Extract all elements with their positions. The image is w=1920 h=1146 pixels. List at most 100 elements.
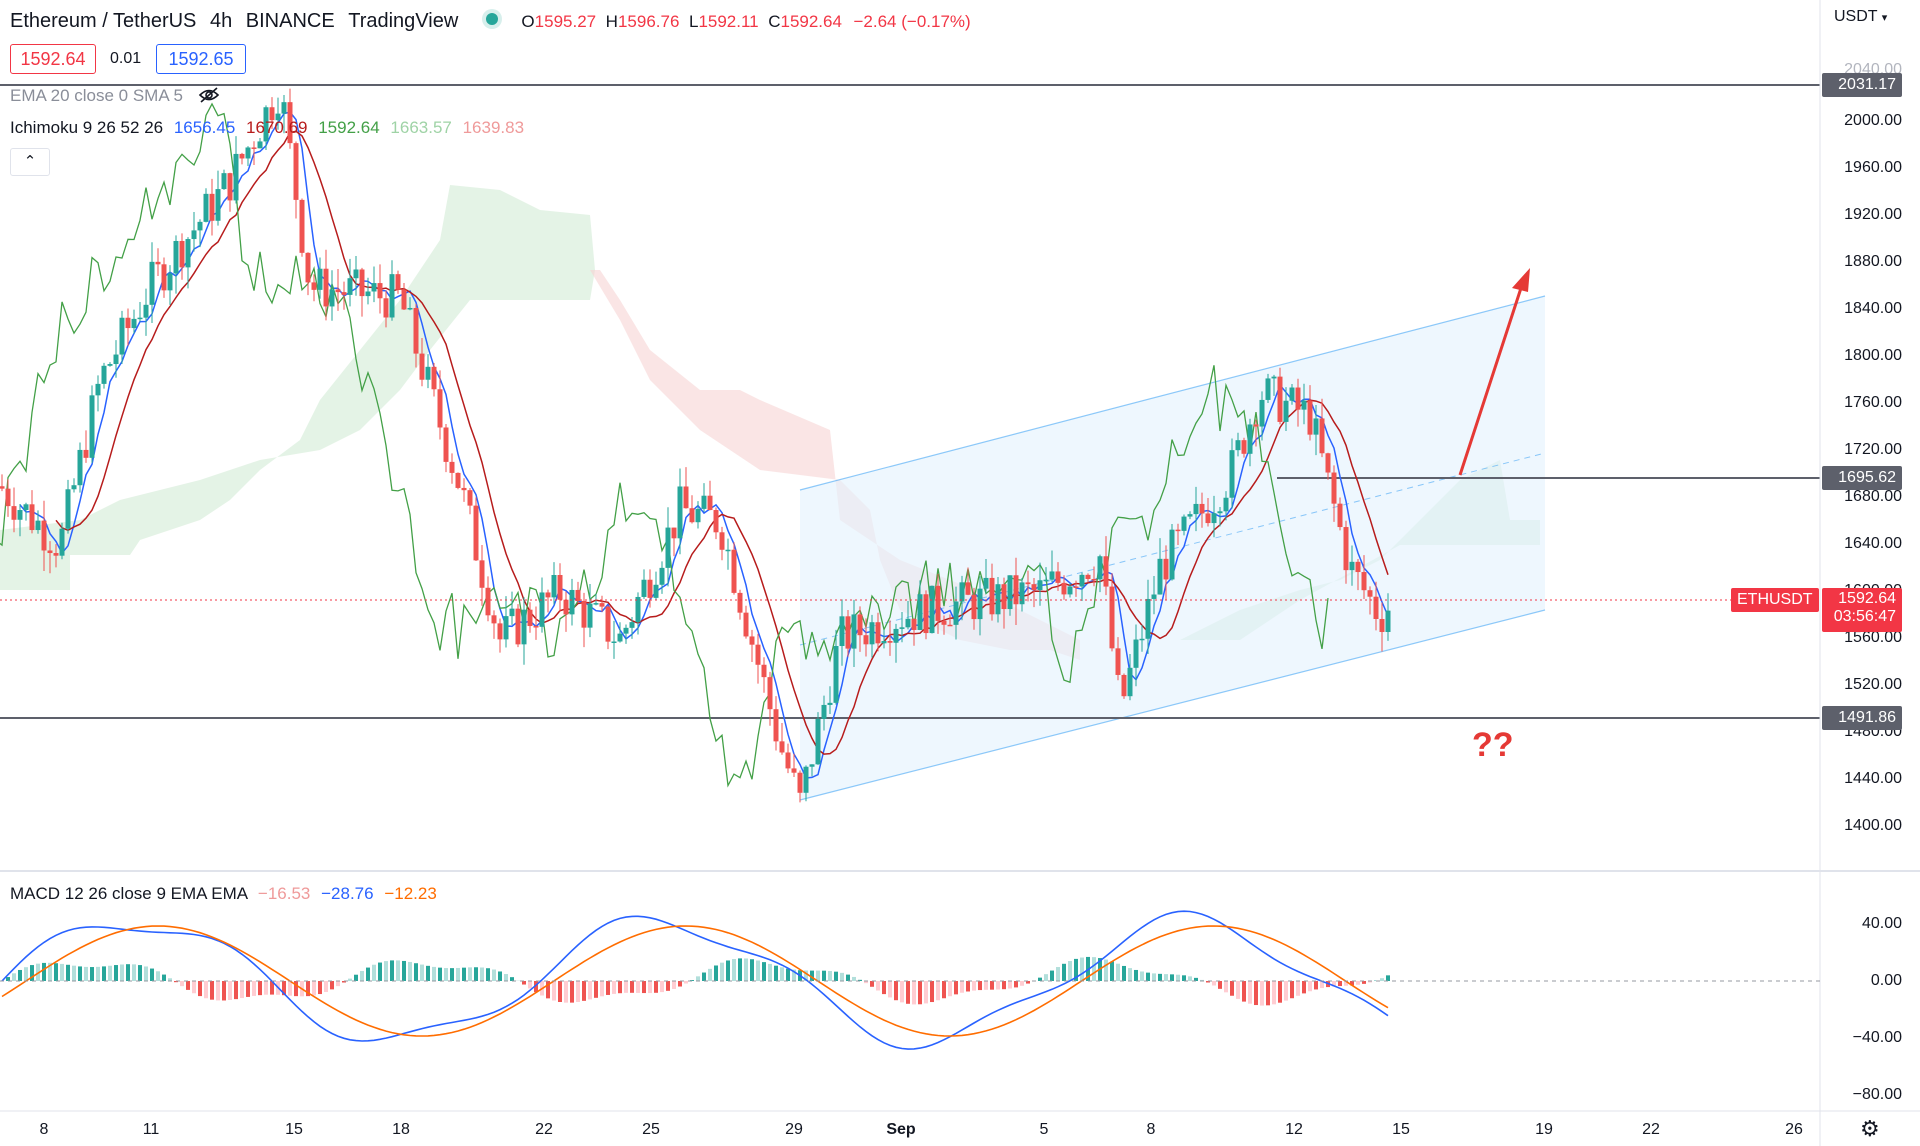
candle-body	[593, 603, 599, 605]
macd-histogram-bar	[138, 965, 142, 981]
candle	[191, 211, 197, 252]
candle-body	[1223, 497, 1229, 512]
macd-histogram-bar	[1050, 970, 1054, 981]
candle-body	[371, 283, 377, 292]
candle-body	[1091, 578, 1097, 581]
candle	[197, 219, 203, 248]
macd-histogram-bar	[642, 981, 646, 994]
level-tag-2031[interactable]: 2031.17	[1822, 73, 1902, 97]
candle	[1073, 580, 1079, 597]
macd-histogram-bar	[180, 981, 184, 987]
candle	[623, 624, 629, 644]
candle	[407, 297, 413, 311]
candle-body	[827, 702, 833, 705]
candle-body	[293, 143, 299, 200]
macd-histogram-bar	[402, 960, 406, 981]
symbol-title[interactable]: Ethereum / TetherUS	[10, 10, 197, 32]
candle	[635, 592, 641, 635]
candle	[65, 479, 71, 534]
candle-body	[1019, 582, 1025, 605]
macd-histogram-bar	[120, 964, 124, 981]
macd-histogram-bar	[1230, 981, 1234, 996]
level-tag-1695[interactable]: 1695.62	[1822, 466, 1902, 490]
macd-histogram-bar	[792, 969, 796, 981]
candle-body	[1337, 503, 1343, 528]
candle-body	[503, 616, 509, 640]
candle	[377, 264, 383, 314]
macd-legend[interactable]: MACD 12 26 close 9 EMA EMA −16.53 −28.76…	[10, 884, 437, 904]
channel-lower-line	[799, 609, 1546, 801]
macd-histogram-bar	[492, 969, 496, 981]
ema-legend[interactable]: EMA 20 close 0 SMA 5	[10, 86, 220, 108]
macd-histogram-bar	[384, 961, 388, 981]
candle	[401, 283, 407, 310]
ichimoku-legend[interactable]: Ichimoku 9 26 52 26 1656.45 1670.69 1592…	[10, 118, 524, 138]
macd-histogram-bar	[210, 981, 214, 1000]
macd-histogram-bar	[900, 981, 904, 1003]
settings-gear-icon[interactable]: ⚙	[1860, 1116, 1880, 1141]
time-tick: 26	[1785, 1121, 1803, 1138]
candle-body	[1097, 556, 1103, 580]
candle-body	[1157, 558, 1163, 595]
macd-histogram-bar	[1182, 975, 1186, 981]
sell-price-box[interactable]: 1592.64	[10, 44, 96, 74]
macd-histogram-bar	[1380, 978, 1384, 981]
candle-body	[1253, 424, 1259, 427]
macd-histogram-bar	[426, 965, 430, 981]
candle-body	[167, 273, 173, 291]
candle	[761, 657, 767, 693]
candle	[275, 97, 281, 130]
candle-body	[653, 584, 659, 598]
macd-histogram-bar	[396, 960, 400, 981]
collapse-legend-button[interactable]: ⌃	[10, 148, 50, 176]
candle	[473, 497, 479, 562]
candle-body	[485, 587, 491, 616]
candle-body	[251, 147, 257, 149]
macd-histogram-bar	[840, 972, 844, 981]
candle-body	[155, 261, 161, 265]
candle	[443, 424, 449, 473]
macd-histogram-bar	[192, 981, 196, 994]
candle	[509, 591, 515, 625]
currency-selector[interactable]: USDT ▾	[1834, 8, 1887, 26]
candle-body	[341, 292, 347, 295]
candle	[1241, 437, 1247, 458]
candle-body	[1277, 376, 1283, 422]
macd-histogram-bar	[504, 974, 508, 981]
candle	[299, 198, 305, 257]
candle	[455, 472, 461, 490]
candle	[1157, 538, 1163, 595]
macd-histogram-bar	[498, 971, 502, 981]
candle	[173, 235, 179, 294]
candle	[101, 362, 107, 389]
channel-mid-line	[799, 452, 1546, 646]
buy-price-box[interactable]: 1592.65	[156, 44, 246, 74]
candle	[11, 487, 17, 533]
level-tag-1491[interactable]: 1491.86	[1822, 706, 1902, 730]
candle-body	[557, 575, 563, 600]
macd-histogram-bar	[780, 967, 784, 981]
candle-body	[851, 614, 857, 649]
macd-histogram-bar	[216, 981, 220, 1001]
candle-body	[767, 677, 773, 710]
candle-body	[1079, 574, 1085, 587]
macd-histogram-bar	[876, 981, 880, 991]
hidden-eye-icon[interactable]	[198, 87, 220, 108]
candle	[605, 605, 611, 650]
macd-histogram-bar	[948, 981, 952, 997]
candle	[527, 602, 533, 633]
candle	[923, 590, 929, 640]
candle-body	[65, 489, 71, 529]
interval-label[interactable]: 4h	[209, 10, 233, 32]
candle	[317, 257, 323, 299]
candle	[1205, 497, 1211, 527]
candle	[563, 591, 569, 632]
ichimoku-tenkan: 1656.45	[173, 118, 236, 137]
candle	[425, 354, 431, 389]
candle	[53, 544, 59, 568]
macd-histogram-bar	[768, 963, 772, 981]
macd-histogram-bar	[102, 966, 106, 981]
candle	[305, 252, 311, 296]
